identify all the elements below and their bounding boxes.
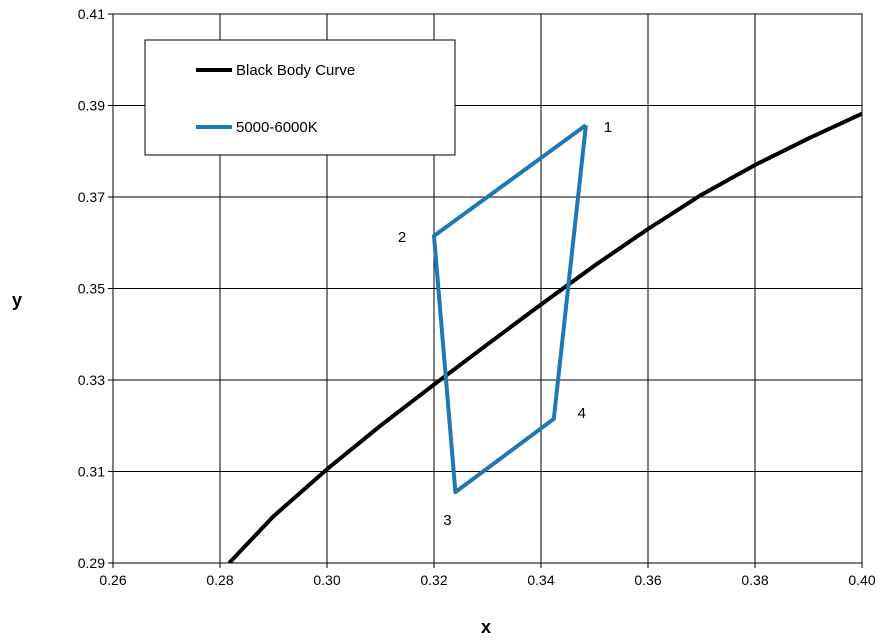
series-layer bbox=[227, 111, 862, 563]
y-tick-label: 0.35 bbox=[78, 281, 105, 297]
point-label-3: 3 bbox=[443, 512, 451, 529]
y-axis-label: y bbox=[12, 290, 22, 310]
y-tick-label: 0.37 bbox=[78, 189, 105, 205]
x-tick-label: 0.30 bbox=[313, 572, 340, 588]
x-axis-label: x bbox=[481, 617, 491, 637]
point-label-1: 1 bbox=[604, 119, 612, 136]
legend: Black Body Curve 5000-6000K bbox=[144, 39, 456, 156]
y-tick-label: 0.41 bbox=[78, 6, 105, 22]
x-tick-label: 0.38 bbox=[741, 572, 768, 588]
tick-labels: 0.26 0.28 0.30 0.32 0.34 0.36 0.38 0.40 0.29 0.31… bbox=[78, 6, 876, 588]
x-tick-label: 0.32 bbox=[420, 572, 447, 588]
point-annotations: 1 2 3 4 bbox=[398, 119, 612, 529]
series-line-5000-6000k bbox=[432, 123, 588, 495]
x-tick-label: 0.40 bbox=[848, 572, 875, 588]
x-tick-label: 0.34 bbox=[527, 572, 554, 588]
x-tick-label: 0.36 bbox=[634, 572, 661, 588]
legend-label-black-body: Black Body Curve bbox=[236, 62, 355, 79]
y-tick-label: 0.33 bbox=[78, 372, 105, 388]
x-tick-label: 0.26 bbox=[99, 572, 126, 588]
y-tick-label: 0.29 bbox=[78, 555, 105, 571]
point-label-4: 4 bbox=[578, 405, 586, 422]
plot-area-frame bbox=[112, 13, 863, 564]
x-tick-label: 0.28 bbox=[206, 572, 233, 588]
point-label-2: 2 bbox=[398, 229, 406, 246]
y-tick-label: 0.31 bbox=[78, 464, 105, 480]
legend-box bbox=[144, 39, 456, 156]
y-tick-label: 0.39 bbox=[78, 98, 105, 114]
legend-label-5000-6000k: 5000-6000K bbox=[236, 119, 318, 136]
series-line-black-body-curve bbox=[227, 111, 862, 563]
